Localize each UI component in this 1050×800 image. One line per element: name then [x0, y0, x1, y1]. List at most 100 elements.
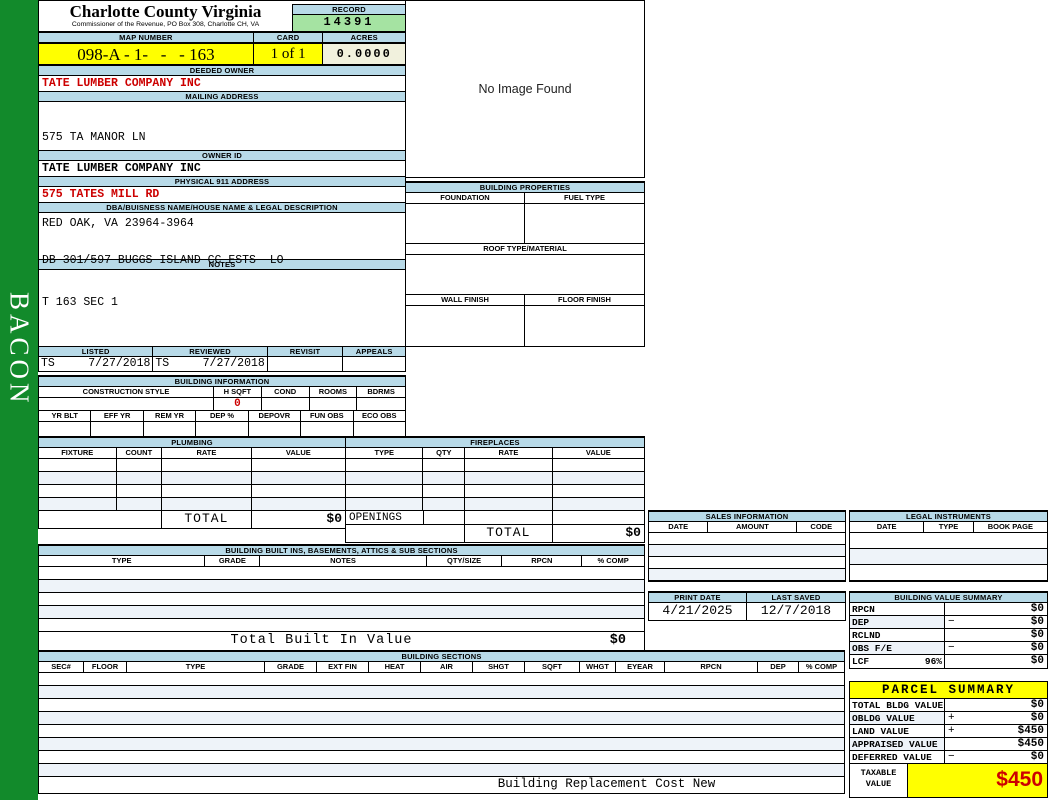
ps-row-appraised: APPRAISED VALUE $450: [850, 738, 1047, 751]
revisit-value: [268, 357, 344, 371]
yrblt-label: YR BLT: [39, 411, 92, 422]
table-empty-row: [39, 712, 844, 725]
building-properties-title: BUILDING PROPERTIES: [406, 182, 644, 193]
commissioner-line: Commissioner of the Revenue, PO Box 308,…: [71, 21, 260, 28]
ps-land-label: LAND VALUE: [850, 725, 945, 737]
table-empty-row: [39, 725, 844, 738]
foundation-fuel-values: [406, 204, 644, 244]
ps-deferred-label: DEFERRED VALUE: [850, 751, 945, 763]
taxable-value: $450: [908, 764, 1047, 797]
bvs-rpcn-label: RPCN: [852, 604, 875, 615]
bin-notes-label: NOTES: [260, 556, 427, 567]
ps-deferred-value: $0: [1030, 751, 1044, 763]
table-empty-row: [850, 565, 1047, 581]
bdrms-label: BDRMS: [357, 387, 405, 398]
reviewed-date: 7/27/2018: [202, 357, 265, 370]
wall-finish-label: WALL FINISH: [406, 295, 525, 306]
ps-row-land: LAND VALUE + $450: [850, 725, 1047, 738]
table-empty-row: [346, 485, 644, 498]
bvs-row-rpcn: RPCN $0: [850, 603, 1047, 616]
floor-finish-value: [525, 306, 644, 346]
sales-code-label: CODE: [797, 522, 845, 533]
ps-total-bldg-value: $0: [1030, 699, 1044, 711]
bs-type-label: TYPE: [127, 662, 265, 673]
funobs-label: FUN OBS: [301, 411, 354, 422]
building-sections-table: BUILDING SECTIONS SEC# FLOOR TYPE GRADE …: [38, 650, 845, 794]
table-empty-row: [39, 472, 345, 485]
bs-comp-label: % COMP: [799, 662, 844, 673]
fuel-type-label: FUEL TYPE: [525, 193, 644, 204]
table-empty-row: [850, 533, 1047, 549]
effyr-value: [91, 422, 144, 436]
fireplaces-total-spacer: [346, 525, 466, 542]
ps-land-op: +: [948, 725, 955, 737]
physical-address-value: 575 TATES MILL RD: [42, 188, 160, 201]
openings-label: OPENINGS: [346, 511, 424, 524]
table-empty-row: [39, 686, 844, 699]
last-saved-value: 12/7/2018: [760, 603, 832, 618]
bvs-obs-value: $0: [1030, 642, 1044, 654]
acres-value: 0.0000: [323, 44, 405, 64]
acres-label: ACRES: [323, 32, 405, 43]
rooms-label: ROOMS: [309, 387, 358, 398]
bs-grade-label: GRADE: [265, 662, 317, 673]
bvs-rclnd-label: RCLND: [852, 630, 881, 641]
fuel-type-value: [525, 204, 644, 243]
ecoobs-label: ECO OBS: [353, 411, 405, 422]
legal-date-label: DATE: [850, 522, 925, 533]
map-number-label: MAP NUMBER: [39, 32, 254, 43]
fp-qty-label: QTY: [423, 448, 466, 459]
legal-type-label: TYPE: [924, 522, 974, 533]
table-empty-row: [850, 549, 1047, 565]
building-sections-title: BUILDING SECTIONS: [39, 651, 844, 662]
table-empty-row: [39, 485, 345, 498]
table-empty-row: [346, 472, 644, 485]
table-empty-row: [39, 580, 644, 593]
built-ins-table: BUILDING BUILT INS, BASEMENTS, ATTICS & …: [38, 544, 645, 651]
openings-value: [553, 511, 644, 524]
reviewed-label: REVIEWED: [153, 346, 268, 357]
bvs-title: BUILDING VALUE SUMMARY: [850, 592, 1047, 603]
wall-finish-value: [406, 306, 525, 346]
ecoobs-value: [354, 422, 405, 436]
bin-comp-label: % COMP: [582, 556, 645, 567]
legal-instruments-table: LEGAL INSTRUMENTS DATE TYPE BOOK PAGE: [849, 510, 1048, 582]
plumbing-table: PLUMBING FIXTURE COUNT RATE VALUE TOTAL …: [38, 436, 346, 529]
bs-shgt-label: SHGT: [473, 662, 525, 673]
openings-qty: [424, 511, 466, 524]
sales-information-table: SALES INFORMATION DATE AMOUNT CODE: [648, 510, 846, 582]
reviewed-value: TS 7/27/2018: [153, 357, 268, 371]
notes-label: NOTES: [39, 259, 405, 270]
building-value-summary: BUILDING VALUE SUMMARY RPCN $0 DEP − $0 R…: [849, 591, 1048, 669]
effyr-label: EFF YR: [91, 411, 144, 422]
no-image-text: No Image Found: [478, 82, 572, 96]
revisit-label: REVISIT: [267, 346, 344, 357]
fp-type-label: TYPE: [346, 448, 424, 459]
table-empty-row: [39, 459, 345, 472]
bvs-row-rclnd: RCLND $0: [850, 629, 1047, 642]
print-date-value: 4/21/2025: [649, 603, 747, 620]
mailing-line1: 575 TA MANOR LN: [42, 131, 146, 144]
bin-qtysize-label: QTY/SIZE: [426, 556, 503, 567]
table-empty-row: [346, 498, 644, 511]
photo-panel: No Image Found: [405, 0, 645, 178]
ps-obldg-label: OBLDG VALUE: [850, 712, 945, 724]
bs-floor-label: FLOOR: [84, 662, 127, 673]
bvs-row-lcf: LCF 96% $0: [850, 655, 1047, 668]
bvs-dep-value: $0: [1030, 616, 1044, 628]
fp-value-label: VALUE: [552, 448, 644, 459]
depovr-label: DEPOVR: [248, 411, 302, 422]
last-saved-label: LAST SAVED: [747, 592, 845, 603]
sales-date-label: DATE: [649, 522, 709, 533]
built-ins-title: BUILDING BUILT INS, BASEMENTS, ATTICS & …: [39, 545, 644, 556]
rate-label: RATE: [162, 448, 252, 459]
bs-rpcn-label: RPCN: [665, 662, 758, 673]
hsqft-value: 0: [214, 398, 262, 410]
dep-pct-label: DEP %: [196, 411, 249, 422]
ps-deferred-op: −: [948, 751, 955, 763]
taxable-value-label: TAXABLE VALUE: [850, 764, 908, 797]
mailing-address-label: MAILING ADDRESS: [39, 91, 405, 102]
ps-appraised-value: $450: [1017, 738, 1044, 750]
appeals-value: [343, 357, 405, 371]
fixture-label: FIXTURE: [39, 448, 117, 459]
